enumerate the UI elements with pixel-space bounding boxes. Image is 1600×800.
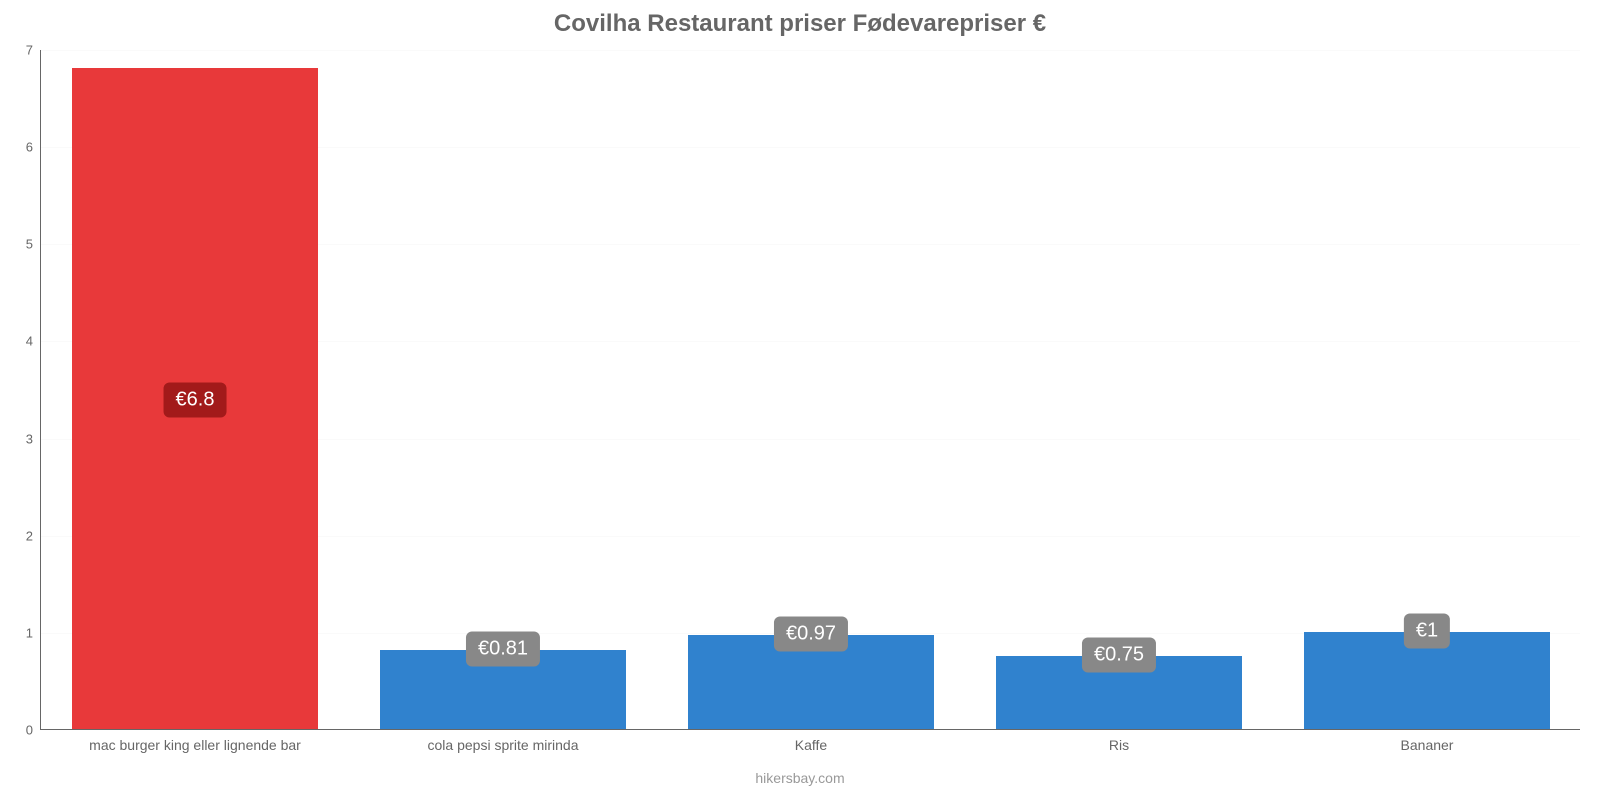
ytick-label: 3	[26, 431, 41, 446]
bar-value-label: €1	[1404, 613, 1450, 648]
xtick-label: Kaffe	[795, 729, 827, 753]
bar-value-label: €0.81	[466, 632, 540, 667]
ytick-label: 1	[26, 625, 41, 640]
chart-title: Covilha Restaurant priser Fødevarepriser…	[0, 10, 1600, 38]
xtick-label: mac burger king eller lignende bar	[89, 729, 301, 753]
ytick-label: 5	[26, 237, 41, 252]
ytick-label: 7	[26, 43, 41, 58]
ytick-label: 4	[26, 334, 41, 349]
xtick-label: Bananer	[1401, 729, 1454, 753]
bar-value-label: €0.97	[774, 616, 848, 651]
bar-value-label: €0.75	[1082, 638, 1156, 673]
plot-area: 01234567€6.8mac burger king eller lignen…	[40, 50, 1580, 730]
xtick-label: Ris	[1109, 729, 1129, 753]
chart-container: Covilha Restaurant priser Fødevarepriser…	[0, 0, 1600, 800]
xtick-label: cola pepsi sprite mirinda	[428, 729, 579, 753]
chart-footer: hikersbay.com	[0, 770, 1600, 786]
ytick-label: 0	[26, 723, 41, 738]
ytick-label: 6	[26, 140, 41, 155]
ytick-label: 2	[26, 528, 41, 543]
gridline	[41, 50, 1580, 51]
bar-value-label: €6.8	[164, 382, 227, 417]
